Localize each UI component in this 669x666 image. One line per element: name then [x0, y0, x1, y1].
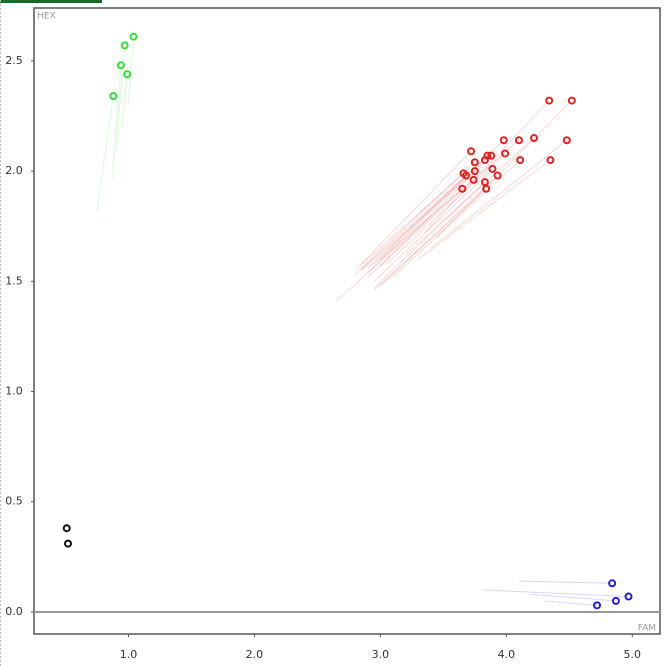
trail	[544, 600, 598, 606]
trail	[373, 168, 493, 282]
y-tick-label: 1.5	[5, 274, 23, 287]
trail	[361, 170, 476, 271]
point	[458, 184, 467, 193]
point	[109, 92, 118, 101]
point	[514, 136, 523, 145]
trail	[373, 181, 486, 289]
trail	[96, 96, 114, 211]
trail	[367, 179, 474, 278]
point	[501, 149, 510, 158]
point	[480, 156, 489, 165]
y-tick-label: 1.0	[5, 385, 23, 398]
point	[546, 156, 555, 165]
trail	[530, 593, 616, 602]
point	[530, 134, 539, 143]
point	[493, 171, 502, 180]
point	[567, 96, 576, 105]
trail	[354, 175, 467, 276]
point	[470, 158, 479, 167]
point	[62, 524, 71, 533]
point	[469, 175, 478, 184]
trail	[518, 580, 613, 584]
trail	[380, 139, 520, 260]
point	[64, 539, 73, 548]
point	[123, 70, 132, 79]
point	[516, 156, 525, 165]
x-tick-label: 2.0	[246, 648, 264, 661]
trail	[127, 36, 135, 106]
point	[488, 164, 497, 173]
point	[120, 41, 129, 50]
trail	[430, 139, 568, 249]
trail	[436, 100, 573, 238]
trail	[482, 589, 629, 598]
point	[545, 96, 554, 105]
point	[470, 167, 479, 176]
y-tick-label: 2.0	[5, 164, 23, 177]
trail	[373, 188, 487, 291]
plot-area	[33, 7, 661, 635]
x-axis-label: FAM	[638, 624, 656, 634]
x-tick-label: 4.0	[498, 648, 516, 661]
trail	[335, 188, 463, 302]
point	[608, 579, 617, 588]
trail	[424, 100, 550, 234]
point	[593, 601, 602, 610]
trail	[405, 137, 535, 256]
y-axis-label: HEX	[37, 12, 56, 22]
corner-bar	[0, 0, 102, 3]
x-tick-label: 5.0	[624, 648, 642, 661]
point	[562, 136, 571, 145]
y-tick-label: 0.5	[5, 495, 23, 508]
trail	[354, 172, 464, 271]
trail	[380, 175, 498, 287]
trail	[361, 150, 472, 265]
trail	[361, 161, 476, 269]
x-tick-label: 1.0	[120, 648, 138, 661]
point	[624, 592, 633, 601]
point	[467, 147, 476, 156]
point	[611, 596, 620, 605]
y-tick-label: 0.0	[5, 605, 23, 618]
trail	[367, 155, 488, 269]
point	[129, 32, 138, 41]
trail	[111, 65, 122, 180]
trail	[386, 153, 506, 265]
trail	[392, 159, 521, 278]
trail	[417, 159, 551, 260]
y-tick-label: 2.5	[5, 54, 23, 67]
point	[482, 184, 491, 193]
point	[499, 136, 508, 145]
point	[487, 151, 496, 160]
point	[116, 61, 125, 70]
trail	[121, 74, 128, 128]
point	[462, 171, 471, 180]
x-tick-label: 3.0	[372, 648, 390, 661]
